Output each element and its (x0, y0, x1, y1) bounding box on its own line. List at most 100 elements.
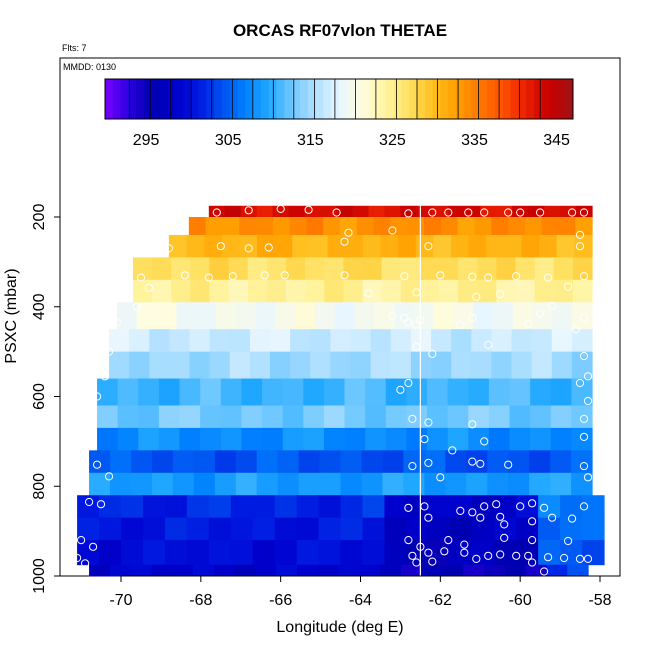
heatmap-cell (550, 472, 572, 496)
data-point (400, 272, 409, 281)
heatmap-cell (453, 302, 474, 330)
data-point (480, 502, 489, 511)
x-tick-label: -68 (189, 592, 212, 609)
heatmap-cell (117, 405, 139, 429)
heatmap-cell (571, 472, 593, 496)
colorbar-tick-label: 335 (461, 132, 488, 149)
heatmap-cell (428, 517, 451, 541)
heatmap-cell (484, 564, 506, 577)
heatmap-cell (433, 234, 452, 258)
heatmap-cell (362, 540, 386, 566)
date-annotation: MMDD: 0130 (63, 62, 116, 72)
heatmap-cell (110, 450, 132, 474)
heatmap-cell (368, 205, 386, 218)
data-point (480, 208, 489, 217)
heatmap-cell (323, 405, 346, 429)
data-point (496, 290, 505, 299)
heatmap-cell (398, 234, 417, 258)
heatmap-cell (152, 257, 172, 281)
heatmap-cell (298, 472, 321, 496)
data-point (540, 503, 549, 512)
heatmap-cell (571, 450, 593, 474)
data-point (204, 273, 213, 282)
data-point (89, 399, 98, 408)
heatmap-cell (121, 495, 144, 519)
heatmap-cell (486, 234, 505, 258)
heatmap-cell (209, 279, 230, 303)
heatmap-cell (239, 217, 257, 236)
heatmap-cell (132, 257, 153, 281)
heatmap-cell (427, 405, 449, 429)
heatmap-cell (158, 405, 181, 429)
heatmap-cell (110, 472, 132, 496)
data-point (480, 437, 489, 446)
heatmap-cell (385, 378, 407, 406)
data-point (260, 271, 269, 280)
data-point (579, 313, 589, 323)
heatmap-cell (200, 427, 222, 451)
data-point (575, 230, 585, 239)
heatmap-cell (320, 205, 338, 218)
heatmap-cell (318, 495, 342, 519)
colorbar-swatch (370, 79, 379, 119)
heatmap-cell (164, 517, 188, 541)
colorbar-swatch (222, 79, 231, 119)
heatmap-cell (406, 427, 428, 451)
heatmap-cell (503, 234, 523, 258)
y-tick-label: 800 (31, 473, 48, 500)
colorbar-swatch (487, 79, 496, 119)
heatmap-cell (468, 234, 487, 258)
heatmap-cell (228, 257, 249, 281)
heatmap-cell (556, 234, 575, 258)
data-point (575, 378, 585, 388)
heatmap-cell (400, 564, 423, 577)
heatmap-cell (560, 517, 583, 541)
heatmap-cell (324, 279, 344, 303)
heatmap-cell (305, 257, 325, 281)
colorbar-swatch (409, 79, 418, 119)
heatmap-layers (77, 205, 605, 577)
heatmap-cell (230, 495, 254, 519)
heatmap-cell (241, 378, 263, 406)
heatmap-cell (282, 405, 304, 429)
heatmap-cell (539, 234, 558, 258)
colorbar-swatch (175, 79, 184, 119)
heatmap-cell (477, 279, 497, 303)
data-point (579, 502, 589, 511)
heatmap-cell (410, 351, 432, 379)
colorbar-tick-label: 345 (543, 132, 570, 149)
data-point (244, 244, 253, 253)
data-point (468, 420, 477, 429)
data-point (579, 272, 589, 281)
colorbar-swatch (307, 79, 317, 119)
colorbar-swatch (105, 79, 114, 119)
heatmap-cell (151, 472, 174, 496)
colorbar-swatch (417, 79, 426, 119)
heatmap-cell (229, 329, 251, 353)
heatmap-cell (318, 540, 342, 566)
colorbar: 295 305 315 325 335 345 (104, 78, 574, 149)
colorbar-swatch (206, 79, 215, 119)
data-point (404, 209, 413, 218)
data-point (516, 208, 525, 217)
colorbar-swatch (128, 79, 137, 119)
heatmap-cell (209, 329, 231, 353)
heatmap-cell (394, 302, 415, 330)
heatmap-cell (560, 495, 583, 519)
colorbar-swatch (479, 79, 488, 119)
heatmap-cell (305, 279, 325, 303)
data-point (132, 242, 142, 251)
heatmap-cell (445, 472, 467, 496)
heatmap-cell (156, 302, 177, 330)
heatmap-cell (515, 279, 536, 303)
heatmap-cell (228, 279, 249, 303)
heatmap-cell (256, 217, 274, 236)
heatmap-cell (274, 234, 293, 258)
heatmap-cell (382, 450, 405, 474)
heatmap-cell (340, 472, 363, 496)
heatmap-cell (310, 351, 331, 379)
heatmap-cell (274, 517, 298, 541)
heatmap-cell (340, 517, 364, 541)
heatmap-cell (451, 329, 472, 353)
colorbar-swatch (526, 79, 535, 119)
